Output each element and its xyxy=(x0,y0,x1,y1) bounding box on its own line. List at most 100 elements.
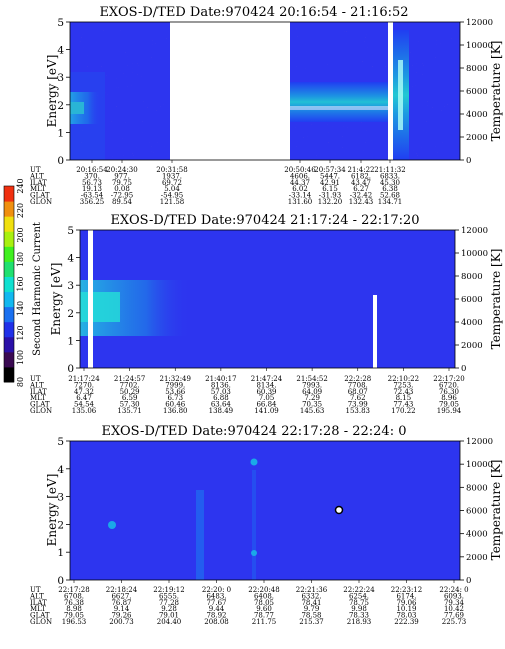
ytick-label: 2 xyxy=(67,308,74,320)
orbit-row-label: ILAT xyxy=(30,388,47,396)
panel3-column-1 xyxy=(196,490,204,580)
panel1-spike-core xyxy=(398,60,403,130)
orbit-cell: 195.94 xyxy=(437,407,462,415)
colorbar-frame xyxy=(3,185,15,383)
orbit-cell: 44.37 xyxy=(290,179,310,187)
orbit-cell: 22:18:24 xyxy=(106,586,138,594)
colorbar-swatch xyxy=(4,306,14,323)
orbit-cell: 6332. xyxy=(301,592,321,600)
orbit-cell: 43.47 xyxy=(351,179,371,187)
orbit-row-label: GLAT xyxy=(30,192,50,200)
orbit-cell: 6627. xyxy=(111,592,131,600)
panel1-band-core xyxy=(70,102,84,114)
orbit-cell: 78.33 xyxy=(349,612,369,620)
orbit-cell: 6.47 xyxy=(76,394,92,402)
orbit-cell: 134.71 xyxy=(378,198,403,206)
colorbar-tick-label: 80 xyxy=(16,377,25,387)
orbit-cell: 204.40 xyxy=(157,618,182,626)
ytick-label: 3 xyxy=(67,280,74,292)
orbit-cell: 8.15 xyxy=(396,394,412,402)
orbit-cell: 6720. xyxy=(439,381,459,389)
orbit-cell: 6254. xyxy=(349,592,369,600)
orbit-cell: 9.98 xyxy=(351,605,367,613)
orbit-cell: 42.91 xyxy=(320,179,340,187)
panel1-axes: 0 1 2 3 4 5 0 2000 4000 6000 8000 10000 12000 xyxy=(57,17,493,167)
colorbar-swatch xyxy=(4,216,14,232)
ytick-right-label: 4000 xyxy=(461,318,483,328)
orbit-cell: 131.60 xyxy=(288,198,313,206)
ytick-label: 5 xyxy=(57,17,64,29)
orbit-cell: 208.08 xyxy=(204,618,229,626)
orbit-cell: 50.29 xyxy=(120,388,140,396)
orbit-cell: 6.38 xyxy=(382,185,398,193)
panel2-gap-2 xyxy=(373,295,377,368)
orbit-cell: 77.69 xyxy=(444,612,464,620)
orbit-row-label: UT xyxy=(30,375,41,383)
orbit-row-label: GLAT xyxy=(30,612,50,620)
orbit-cell: 72.43 xyxy=(393,388,413,396)
orbit-cell: 19.13 xyxy=(82,185,102,193)
orbit-cell: 6093. xyxy=(444,592,464,600)
ytick-label: 5 xyxy=(57,436,64,448)
ytick-right-label: 4000 xyxy=(466,110,488,120)
orbit-cell: 132.43 xyxy=(349,198,374,206)
orbit-cell: 196.53 xyxy=(62,618,87,626)
colorbar: 80 100 120 140 160 180 200 220 240 xyxy=(3,178,25,387)
orbit-cell: 63.64 xyxy=(211,401,232,409)
orbit-cell: 132.20 xyxy=(318,198,343,206)
orbit-row-label: ALT xyxy=(29,172,44,180)
orbit-cell: 21:40:17 xyxy=(205,375,236,383)
orbit-cell: 138.49 xyxy=(209,407,234,415)
orbit-cell: 8.98 xyxy=(66,605,82,613)
colorbar-tick-label: 200 xyxy=(16,227,25,242)
panel1-ylabel-right: Temperature [K] xyxy=(489,41,503,142)
colorbar-swatch xyxy=(4,276,14,293)
colorbar-tick-label: 240 xyxy=(16,178,25,193)
orbit-cell: 22:2:28 xyxy=(344,375,371,383)
ytick-right-label: 10000 xyxy=(461,249,488,259)
orbit-cell: 79.75 xyxy=(112,179,132,187)
orbit-cell: 76.38 xyxy=(64,599,84,607)
ytick-label: 2 xyxy=(57,100,64,112)
orbit-cell: 8134. xyxy=(256,381,276,389)
panel2-gap-1 xyxy=(88,230,93,368)
orbit-row-label: MLT xyxy=(30,605,46,613)
orbit-cell: 225.73 xyxy=(442,618,467,626)
orbit-cell: 215.37 xyxy=(299,618,324,626)
panel3-title: EXOS-D/TED Date:970424 22:17:28 - 22:24:… xyxy=(102,424,407,439)
colorbar-swatch xyxy=(4,366,14,383)
orbit-cell: 9.60 xyxy=(256,605,272,613)
orbit-cell: 6.73 xyxy=(167,394,183,402)
panel1-gap-1 xyxy=(170,22,290,160)
orbit-cell: 79.01 xyxy=(159,612,179,620)
orbit-cell: 7708. xyxy=(348,381,368,389)
ytick-label: 0 xyxy=(67,363,74,375)
ytick-right-label: 8000 xyxy=(466,64,488,74)
panel3-plot xyxy=(69,440,461,581)
orbit-cell: 79.34 xyxy=(444,599,465,607)
orbit-cell: 141.09 xyxy=(254,407,279,415)
colorbar-tick-label: 220 xyxy=(16,203,25,218)
orbit-cell: 22:21:36 xyxy=(296,586,328,594)
orbit-cell: 6833. xyxy=(380,172,400,180)
orbit-row-label: GLON xyxy=(30,618,52,626)
orbit-cell: 1937. xyxy=(162,172,182,180)
colorbar-swatch xyxy=(4,351,14,368)
panel3-axes: 0 1 2 3 4 5 0 2000 4000 6000 8000 10000 12000 xyxy=(57,436,493,587)
orbit-cell: 6.02 xyxy=(292,185,308,193)
colorbar-swatch xyxy=(4,336,14,353)
ytick-right-label: 10000 xyxy=(466,41,493,51)
orbit-cell: 6.59 xyxy=(122,394,138,402)
panel2-plot xyxy=(79,229,456,369)
ytick-label: 3 xyxy=(57,492,64,504)
ytick-label: 5 xyxy=(67,225,74,237)
orbit-cell: 60.39 xyxy=(256,388,276,396)
panel3-ylabel: Energy [eV] xyxy=(45,474,59,547)
orbit-row-label: GLAT xyxy=(30,401,50,409)
ytick-label: 1 xyxy=(67,335,74,347)
orbit-cell: 7993. xyxy=(302,381,322,389)
orbit-cell: 78.92 xyxy=(206,612,226,620)
colorbar-tick-label: 160 xyxy=(16,276,25,291)
ytick-label: 0 xyxy=(57,575,64,587)
